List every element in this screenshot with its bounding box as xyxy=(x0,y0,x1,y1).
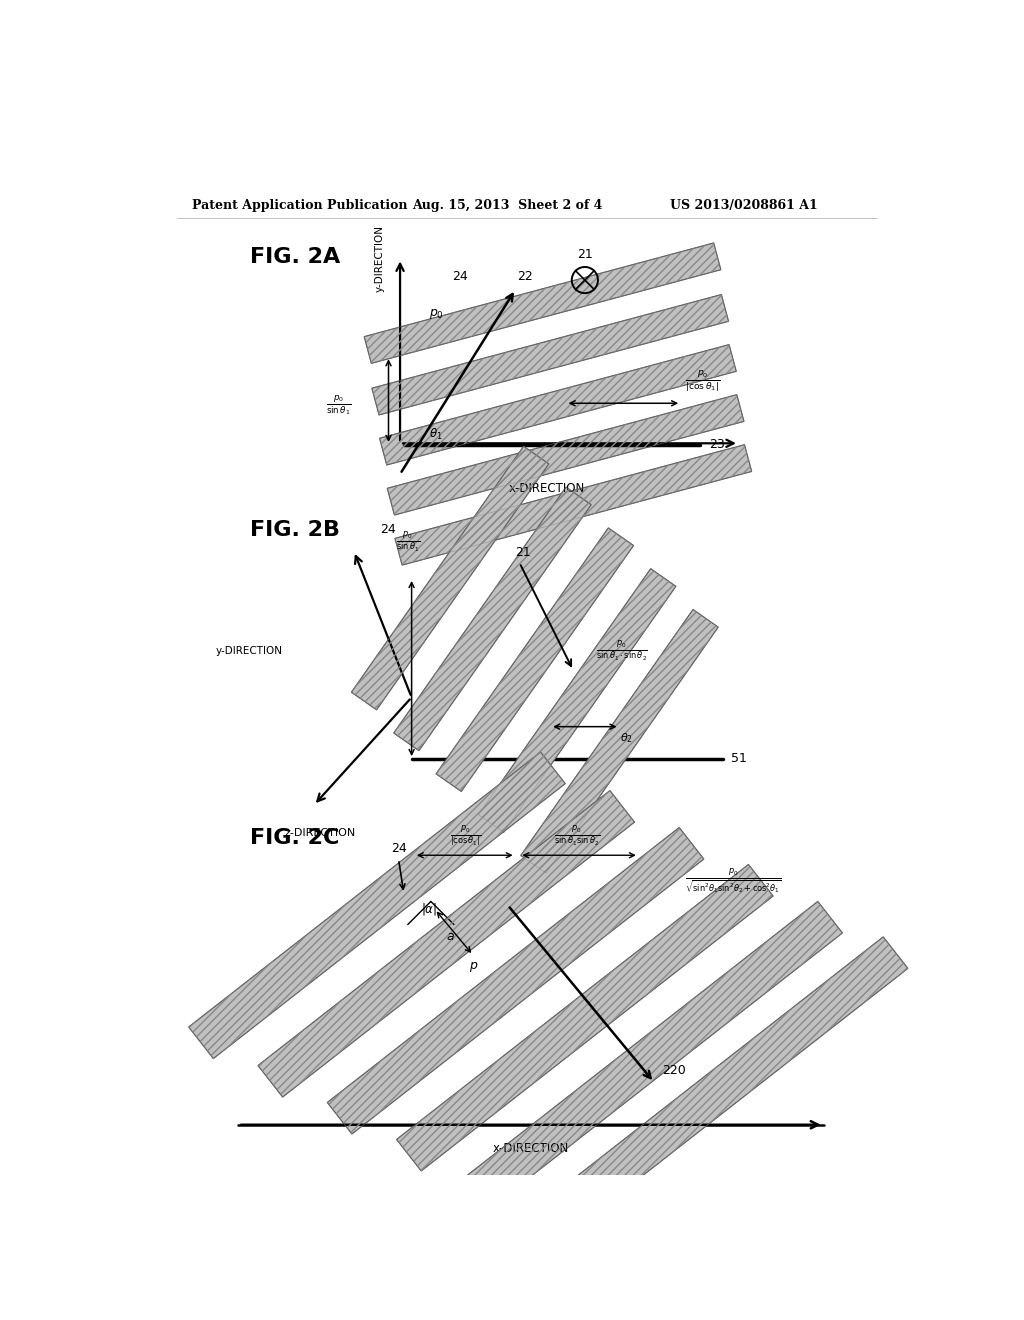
Text: $\frac{p_0}{\sin\theta_1}$: $\frac{p_0}{\sin\theta_1}$ xyxy=(326,393,351,417)
Polygon shape xyxy=(436,528,634,792)
Text: US 2013/0208861 A1: US 2013/0208861 A1 xyxy=(670,199,817,213)
Text: $\frac{p_0}{|\cos\theta_1|}$: $\frac{p_0}{|\cos\theta_1|}$ xyxy=(685,370,720,393)
Text: z-DIRECTION: z-DIRECTION xyxy=(285,829,355,838)
Text: y-DIRECTION: y-DIRECTION xyxy=(216,647,283,656)
Polygon shape xyxy=(372,294,729,414)
Text: 24: 24 xyxy=(390,842,407,855)
Text: $\frac{p_0}{|\cos\theta_1|}$: $\frac{p_0}{|\cos\theta_1|}$ xyxy=(450,824,481,847)
Text: $\frac{p_0}{\sin\theta_1 \cdot \sin\theta_2}$: $\frac{p_0}{\sin\theta_1 \cdot \sin\thet… xyxy=(596,639,648,663)
Text: 21: 21 xyxy=(577,248,593,261)
Text: 22: 22 xyxy=(517,271,532,284)
Polygon shape xyxy=(395,445,752,565)
Polygon shape xyxy=(531,937,908,1243)
Text: 21: 21 xyxy=(515,545,531,558)
Polygon shape xyxy=(521,610,718,873)
Polygon shape xyxy=(380,345,736,465)
Polygon shape xyxy=(258,791,635,1097)
Text: $p_0$: $p_0$ xyxy=(429,308,443,321)
Text: $\theta_1$: $\theta_1$ xyxy=(429,426,443,442)
Text: y-DIRECTION: y-DIRECTION xyxy=(375,224,385,292)
Text: FIG. 2A: FIG. 2A xyxy=(250,247,340,267)
Polygon shape xyxy=(328,828,703,1134)
Polygon shape xyxy=(351,446,549,710)
Text: 51: 51 xyxy=(731,752,748,766)
Polygon shape xyxy=(393,487,591,751)
Text: 24: 24 xyxy=(453,271,468,284)
Text: FIG. 2B: FIG. 2B xyxy=(250,520,340,540)
Text: Patent Application Publication: Patent Application Publication xyxy=(193,199,408,213)
Text: 23: 23 xyxy=(710,438,725,451)
Text: Aug. 15, 2013  Sheet 2 of 4: Aug. 15, 2013 Sheet 2 of 4 xyxy=(412,199,602,213)
Text: x-DIRECTION: x-DIRECTION xyxy=(508,482,585,495)
Text: $\frac{p_0}{\sin\theta_1 \sin\theta_2}$: $\frac{p_0}{\sin\theta_1 \sin\theta_2}$ xyxy=(554,824,600,847)
Text: 220: 220 xyxy=(662,1064,686,1077)
Text: a: a xyxy=(446,929,454,942)
Polygon shape xyxy=(396,865,773,1171)
Text: x-DIRECTION: x-DIRECTION xyxy=(493,1142,569,1155)
Text: 24: 24 xyxy=(381,523,396,536)
Polygon shape xyxy=(188,752,565,1059)
Text: $|\alpha|$: $|\alpha|$ xyxy=(421,902,437,917)
Polygon shape xyxy=(478,569,676,833)
Text: $\frac{p_0}{\sin\theta_1}$: $\frac{p_0}{\sin\theta_1}$ xyxy=(396,531,420,553)
Text: $\theta_2$: $\theta_2$ xyxy=(620,731,633,744)
Text: $\frac{p_0}{\sqrt{\sin^2\!\theta_1\sin^2\!\theta_2+\cos^2\!\theta_1}}$: $\frac{p_0}{\sqrt{\sin^2\!\theta_1\sin^2… xyxy=(685,869,781,896)
Polygon shape xyxy=(365,243,721,363)
Text: FIG. 2C: FIG. 2C xyxy=(250,829,339,849)
Polygon shape xyxy=(466,902,843,1208)
Text: p: p xyxy=(469,958,477,972)
Polygon shape xyxy=(387,395,744,515)
